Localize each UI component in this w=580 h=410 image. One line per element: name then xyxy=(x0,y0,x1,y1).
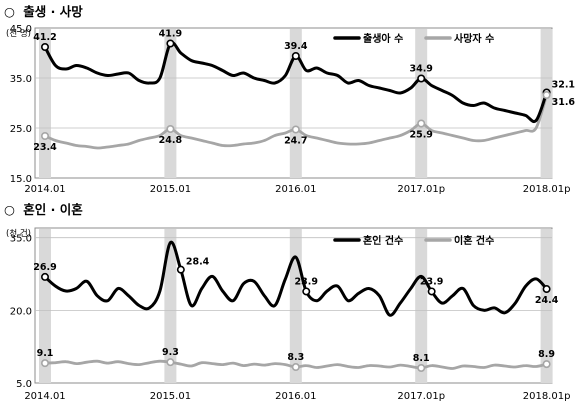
section-marker: ○ xyxy=(4,4,15,19)
data-point-marker xyxy=(542,285,551,294)
data-label: 26.9 xyxy=(33,262,56,273)
y-unit-label: (천 건) xyxy=(6,229,31,239)
highlight-band xyxy=(540,29,553,178)
data-point-marker xyxy=(427,287,436,296)
y-tick-label: 20.0 xyxy=(10,306,32,317)
section-title-birth-death: ○ 출생 · 사망 xyxy=(4,1,83,20)
data-label: 39.4 xyxy=(284,41,308,52)
data-label: 24.7 xyxy=(284,136,307,147)
data-label: 23.9 xyxy=(295,276,318,287)
y-tick-label: 15.0 xyxy=(10,174,32,185)
chart-marriage-divorce: 5.0 20.0 35.0 2014.01 2015.01 2016.01 2017.01p… xyxy=(10,227,571,402)
series-line-dark xyxy=(43,240,549,317)
data-point-marker xyxy=(291,125,300,134)
highlight-band xyxy=(39,229,51,383)
data-point-marker xyxy=(417,363,426,372)
data-point-marker xyxy=(417,74,426,83)
data-label: 23.4 xyxy=(33,142,57,153)
x-tick-label: 2016.01 xyxy=(275,184,316,195)
x-tick-label: 2018.01p xyxy=(523,391,571,402)
legend-label: 이혼 건수 xyxy=(454,234,494,247)
chart-birth-death: 15.0 25.0 35.0 45.0 2014.01 2015.01 2016.01 201… xyxy=(10,24,576,195)
y-tick-label: 25.0 xyxy=(10,124,32,135)
data-label: 24.8 xyxy=(159,135,183,146)
data-label: 9.3 xyxy=(162,347,179,358)
data-point-marker xyxy=(176,265,185,274)
data-label: 41.2 xyxy=(33,32,56,43)
data-label: 23.9 xyxy=(420,276,443,287)
data-label: 8.1 xyxy=(413,353,430,364)
data-point-marker xyxy=(166,39,175,48)
y-tick-label: 5.0 xyxy=(16,379,32,390)
x-tick-label: 2017.01p xyxy=(397,391,445,402)
highlight-band xyxy=(164,29,177,178)
x-tick-label: 2018.01p xyxy=(523,184,571,195)
data-label: 25.9 xyxy=(409,130,432,141)
highlight-band xyxy=(289,29,302,178)
data-point-marker xyxy=(40,42,49,51)
x-tick-label: 2014.01 xyxy=(24,184,65,195)
data-point-marker xyxy=(542,91,551,100)
section-title-marriage-divorce: ○ 혼인 · 이혼 xyxy=(4,199,83,218)
x-tick-label: 2016.01 xyxy=(275,391,316,402)
data-label: 8.9 xyxy=(538,349,555,360)
data-point-marker xyxy=(40,359,49,368)
legend-label: 사망자 수 xyxy=(454,32,494,45)
data-point-marker xyxy=(291,51,300,60)
legend-label: 출생아 수 xyxy=(363,32,403,45)
x-tick-label: 2017.01p xyxy=(397,184,445,195)
data-point-marker xyxy=(302,287,311,296)
y-tick-label: 45.0 xyxy=(10,24,32,35)
legend-label: 혼인 건수 xyxy=(363,234,403,247)
data-point-marker xyxy=(40,272,49,281)
highlight-band xyxy=(540,229,553,383)
data-label: 41.9 xyxy=(159,29,182,40)
data-point-marker xyxy=(166,125,175,134)
data-point-marker xyxy=(542,360,551,369)
y-tick-label: 35.0 xyxy=(10,74,32,85)
x-tick-label: 2015.01 xyxy=(150,184,191,195)
section-title-text: 혼인 · 이혼 xyxy=(23,202,83,217)
data-label: 8.3 xyxy=(287,352,304,363)
x-tick-label: 2015.01 xyxy=(150,391,191,402)
y-unit-label: (천 명) xyxy=(6,29,31,39)
highlight-band xyxy=(164,229,177,383)
highlight-band xyxy=(39,29,51,178)
data-point-marker xyxy=(291,363,300,372)
data-label: 28.4 xyxy=(186,257,210,268)
section-title-text: 출생 · 사망 xyxy=(23,4,83,19)
highlight-band xyxy=(415,29,428,178)
section-marker: ○ xyxy=(4,202,15,217)
data-point-marker xyxy=(40,132,49,141)
data-point-marker xyxy=(166,358,175,367)
highlight-band xyxy=(415,229,428,383)
x-tick-label: 2014.01 xyxy=(24,391,65,402)
data-label: 34.9 xyxy=(409,64,432,75)
data-label: 24.4 xyxy=(535,295,559,306)
data-label: 9.1 xyxy=(37,348,54,359)
data-label: 31.6 xyxy=(552,97,576,108)
y-tick-label: 35.0 xyxy=(10,234,32,245)
data-point-marker xyxy=(417,119,426,128)
data-label: 32.1 xyxy=(552,80,575,91)
